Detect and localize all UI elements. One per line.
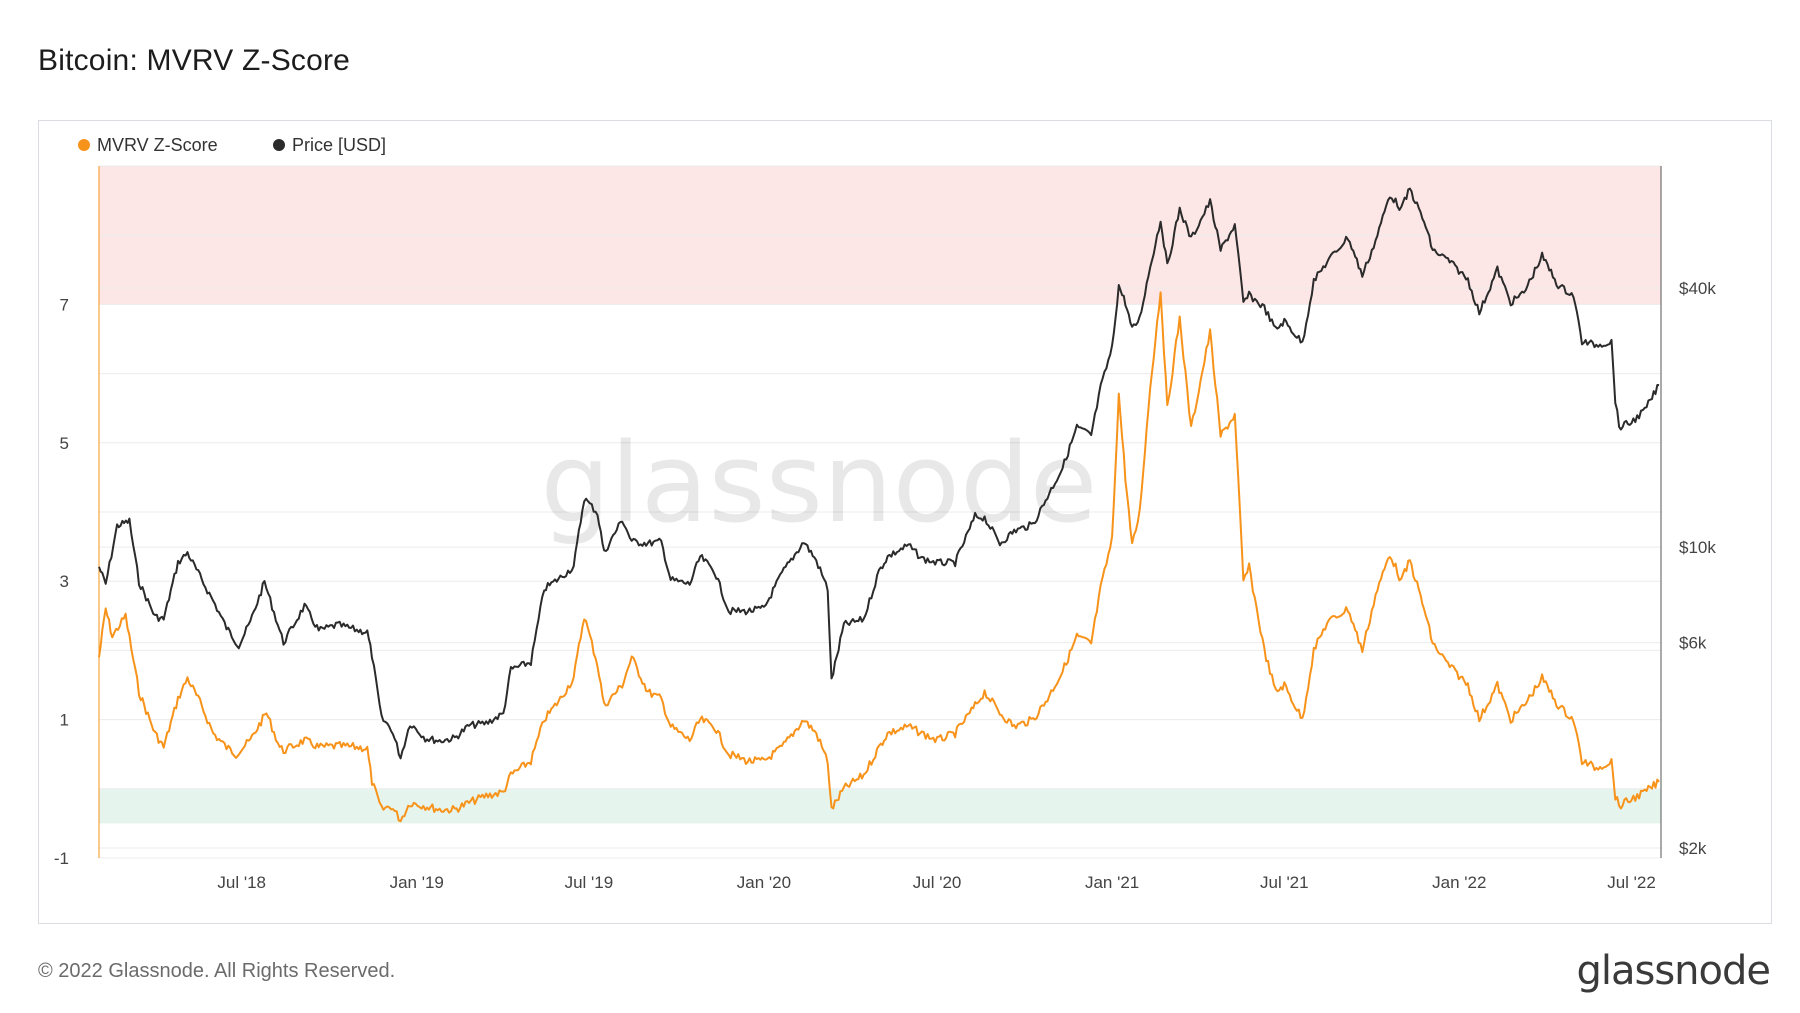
x-tick-label: Jul '18: [217, 873, 266, 892]
legend-item-price[interactable]: Price [USD]: [273, 135, 386, 155]
grid-layer: [98, 165, 1662, 859]
x-tick-label: Jan '21: [1085, 873, 1139, 892]
y-right-tick-label: $6k: [1679, 634, 1707, 653]
footer-copyright: © 2022 Glassnode. All Rights Reserved.: [38, 960, 396, 982]
x-tick-label: Jul '21: [1260, 873, 1309, 892]
x-tick-label: Jul '20: [913, 873, 962, 892]
y-left-tick-label: 3: [60, 572, 69, 591]
axis-layer: -1 1 3 5 7 $2k $6k $10k $40k Jul '18 Jan '19 Jul '1…: [54, 279, 1716, 892]
x-tick-label: Jul '22: [1607, 873, 1656, 892]
legend-dot-price: [273, 139, 285, 151]
glassnode-logo[interactable]: glassnode: [1576, 948, 1771, 994]
legend-item-zscore[interactable]: MVRV Z-Score: [78, 135, 218, 155]
legend-label-zscore: MVRV Z-Score: [97, 135, 218, 155]
chart-svg: glassnode -1 1 3 5 7 $2k $6k $10k $40k Jul '18 Jan…: [54, 135, 1716, 892]
legend-dot-zscore: [78, 139, 90, 151]
y-right-tick-label: $2k: [1679, 839, 1707, 858]
undervalued-zone: [99, 788, 1661, 824]
x-tick-label: Jan '20: [737, 873, 791, 892]
series-line-mvrv-zscore: [98, 291, 1660, 823]
series-layer: [98, 187, 1660, 823]
y-left-tick-label: 7: [60, 295, 69, 314]
y-left-tick-label: 1: [60, 711, 69, 730]
legend: MVRV Z-Score Price [USD]: [78, 135, 386, 155]
y-left-tick-label: -1: [54, 849, 69, 868]
series-line-price: [98, 187, 1660, 760]
legend-label-price: Price [USD]: [292, 135, 386, 155]
chart-frame: glassnode -1 1 3 5 7 $2k $6k $10k $40k Jul '18 Jan…: [38, 120, 1772, 924]
x-tick-label: Jan '19: [390, 873, 444, 892]
y-right-tick-label: $10k: [1679, 538, 1716, 557]
page-title: Bitcoin: MVRV Z-Score: [38, 44, 351, 77]
watermark: glassnode: [541, 419, 1098, 547]
y-right-tick-label: $40k: [1679, 279, 1716, 298]
x-tick-label: Jul '19: [565, 873, 614, 892]
x-tick-label: Jan '22: [1432, 873, 1486, 892]
y-left-tick-label: 5: [60, 434, 69, 453]
